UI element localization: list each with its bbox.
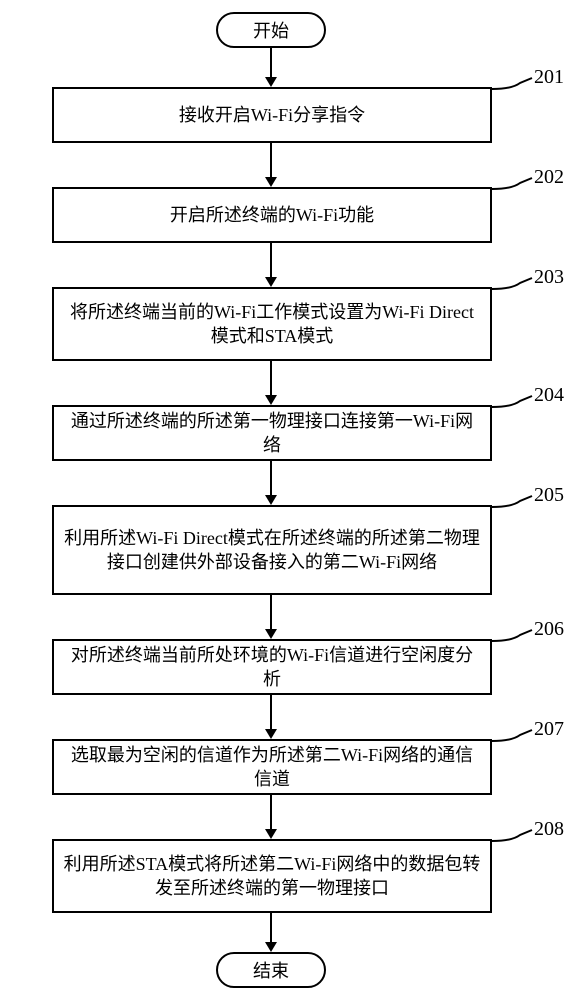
label-204: 204 bbox=[534, 384, 564, 407]
label-202-text: 202 bbox=[534, 166, 564, 188]
step-202-text: 开启所述终端的Wi-Fi功能 bbox=[170, 203, 374, 227]
step-203: 将所述终端当前的Wi-Fi工作模式设置为Wi-Fi Direct模式和STA模式 bbox=[52, 287, 492, 361]
edge-201-202 bbox=[270, 143, 272, 178]
step-202: 开启所述终端的Wi-Fi功能 bbox=[52, 187, 492, 243]
step-204-text: 通过所述终端的所述第一物理接口连接第一Wi-Fi网络 bbox=[62, 409, 482, 458]
end-node: 结束 bbox=[216, 952, 326, 988]
start-node: 开始 bbox=[216, 12, 326, 48]
label-207: 207 bbox=[534, 718, 564, 741]
edge-208-end bbox=[270, 913, 272, 943]
arrow-205 bbox=[265, 495, 277, 505]
step-201-text: 接收开启Wi-Fi分享指令 bbox=[179, 103, 365, 127]
label-202: 202 bbox=[534, 166, 564, 189]
end-label: 结束 bbox=[253, 957, 289, 983]
step-201: 接收开启Wi-Fi分享指令 bbox=[52, 87, 492, 143]
edge-202-203 bbox=[270, 243, 272, 278]
flowchart-container: { "canvas": { "width": 581, "height": 10… bbox=[0, 0, 581, 1000]
step-204: 通过所述终端的所述第一物理接口连接第一Wi-Fi网络 bbox=[52, 405, 492, 461]
edge-start-201 bbox=[270, 48, 272, 78]
label-201: 201 bbox=[534, 66, 564, 89]
label-201-text: 201 bbox=[534, 66, 564, 88]
step-205: 利用所述Wi-Fi Direct模式在所述终端的所述第二物理接口创建供外部设备接… bbox=[52, 505, 492, 595]
step-206-text: 对所述终端当前所处环境的Wi-Fi信道进行空闲度分析 bbox=[62, 643, 482, 692]
arrow-203 bbox=[265, 277, 277, 287]
label-207-text: 207 bbox=[534, 718, 564, 740]
label-205-text: 205 bbox=[534, 484, 564, 506]
step-205-text: 利用所述Wi-Fi Direct模式在所述终端的所述第二物理接口创建供外部设备接… bbox=[62, 526, 482, 575]
label-203: 203 bbox=[534, 266, 564, 289]
edge-205-206 bbox=[270, 595, 272, 630]
arrow-end bbox=[265, 942, 277, 952]
arrow-207 bbox=[265, 729, 277, 739]
label-203-text: 203 bbox=[534, 266, 564, 288]
arrow-206 bbox=[265, 629, 277, 639]
step-203-text: 将所述终端当前的Wi-Fi工作模式设置为Wi-Fi Direct模式和STA模式 bbox=[62, 300, 482, 349]
edge-204-205 bbox=[270, 461, 272, 496]
step-206: 对所述终端当前所处环境的Wi-Fi信道进行空闲度分析 bbox=[52, 639, 492, 695]
edge-206-207 bbox=[270, 695, 272, 730]
step-207: 选取最为空闲的信道作为所述第二Wi-Fi网络的通信信道 bbox=[52, 739, 492, 795]
arrow-202 bbox=[265, 177, 277, 187]
label-208-text: 208 bbox=[534, 818, 564, 840]
edge-207-208 bbox=[270, 795, 272, 830]
label-206-text: 206 bbox=[534, 618, 564, 640]
arrow-208 bbox=[265, 829, 277, 839]
label-204-text: 204 bbox=[534, 384, 564, 406]
label-208: 208 bbox=[534, 818, 564, 841]
step-207-text: 选取最为空闲的信道作为所述第二Wi-Fi网络的通信信道 bbox=[62, 743, 482, 792]
edge-203-204 bbox=[270, 361, 272, 396]
label-206: 206 bbox=[534, 618, 564, 641]
arrow-201 bbox=[265, 77, 277, 87]
start-label: 开始 bbox=[253, 17, 289, 43]
step-208-text: 利用所述STA模式将所述第二Wi-Fi网络中的数据包转发至所述终端的第一物理接口 bbox=[62, 852, 482, 901]
step-208: 利用所述STA模式将所述第二Wi-Fi网络中的数据包转发至所述终端的第一物理接口 bbox=[52, 839, 492, 913]
label-205: 205 bbox=[534, 484, 564, 507]
arrow-204 bbox=[265, 395, 277, 405]
